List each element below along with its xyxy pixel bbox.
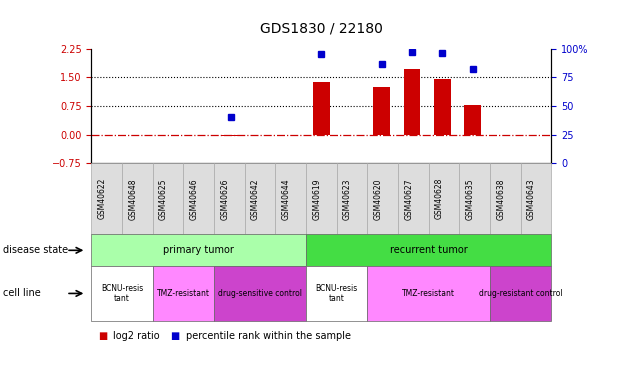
Bar [222, 135, 239, 136]
Text: GDS1830 / 22180: GDS1830 / 22180 [260, 22, 383, 36]
Text: GSM40626: GSM40626 [220, 178, 229, 219]
Text: GSM40635: GSM40635 [466, 178, 474, 220]
Text: GSM40638: GSM40638 [496, 178, 505, 219]
Text: cell line: cell line [3, 288, 41, 298]
Text: GSM40625: GSM40625 [159, 178, 168, 219]
Text: GSM40642: GSM40642 [251, 178, 260, 219]
Text: ■: ■ [98, 331, 107, 340]
Bar [313, 82, 329, 135]
Text: GSM40627: GSM40627 [404, 178, 413, 219]
Bar [404, 69, 420, 135]
Text: GSM40648: GSM40648 [129, 178, 137, 219]
Bar [434, 79, 450, 135]
Bar [374, 87, 390, 135]
Text: GSM40623: GSM40623 [343, 178, 352, 219]
Text: primary tumor: primary tumor [163, 245, 234, 255]
Text: log2 ratio: log2 ratio [113, 331, 160, 340]
Text: GSM40622: GSM40622 [98, 178, 106, 219]
Text: BCNU-resis
tant: BCNU-resis tant [101, 284, 143, 303]
Text: recurrent tumor: recurrent tumor [390, 245, 467, 255]
Text: drug-resistant control: drug-resistant control [479, 289, 563, 298]
Text: GSM40628: GSM40628 [435, 178, 444, 219]
Text: GSM40620: GSM40620 [374, 178, 382, 219]
Text: GSM40619: GSM40619 [312, 178, 321, 219]
Text: disease state: disease state [3, 245, 68, 255]
Bar [464, 105, 481, 135]
Text: GSM40644: GSM40644 [282, 178, 290, 220]
Text: TMZ-resistant: TMZ-resistant [157, 289, 210, 298]
Text: ■: ■ [170, 331, 180, 340]
Text: TMZ-resistant: TMZ-resistant [402, 289, 455, 298]
Text: GSM40643: GSM40643 [527, 178, 536, 220]
Text: BCNU-resis
tant: BCNU-resis tant [316, 284, 358, 303]
Text: percentile rank within the sample: percentile rank within the sample [186, 331, 351, 340]
Text: drug-sensitive control: drug-sensitive control [218, 289, 302, 298]
Text: GSM40646: GSM40646 [190, 178, 198, 220]
